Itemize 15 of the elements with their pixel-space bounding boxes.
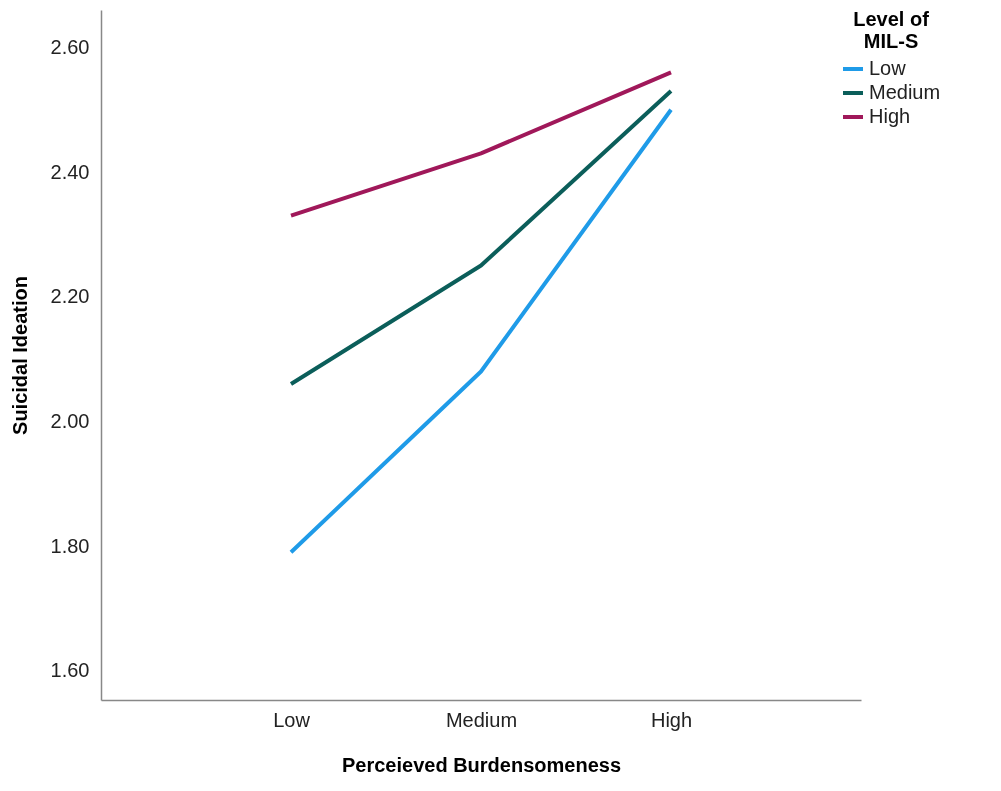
y-axis-title: Suicidal Ideation <box>8 276 31 435</box>
legend-label: Low <box>869 57 907 79</box>
y-tick-label: 2.20 <box>50 285 90 308</box>
x-tick-label: Medium <box>445 708 518 731</box>
legend-title: Level of MIL-S <box>853 8 930 52</box>
y-tick-label: 1.80 <box>50 534 90 557</box>
x-tick-label: Low <box>273 708 311 731</box>
y-tick-label: 2.00 <box>50 409 90 432</box>
x-tick-label: High <box>650 708 693 731</box>
legend-label: Medium <box>869 81 941 103</box>
legend-label: High <box>869 105 911 127</box>
y-tick-label: 1.60 <box>50 659 90 682</box>
x-axis-title: Perceieved Burdensomeness <box>341 753 622 776</box>
y-tick-label: 2.60 <box>50 35 90 58</box>
y-tick-label: 2.40 <box>50 160 90 183</box>
